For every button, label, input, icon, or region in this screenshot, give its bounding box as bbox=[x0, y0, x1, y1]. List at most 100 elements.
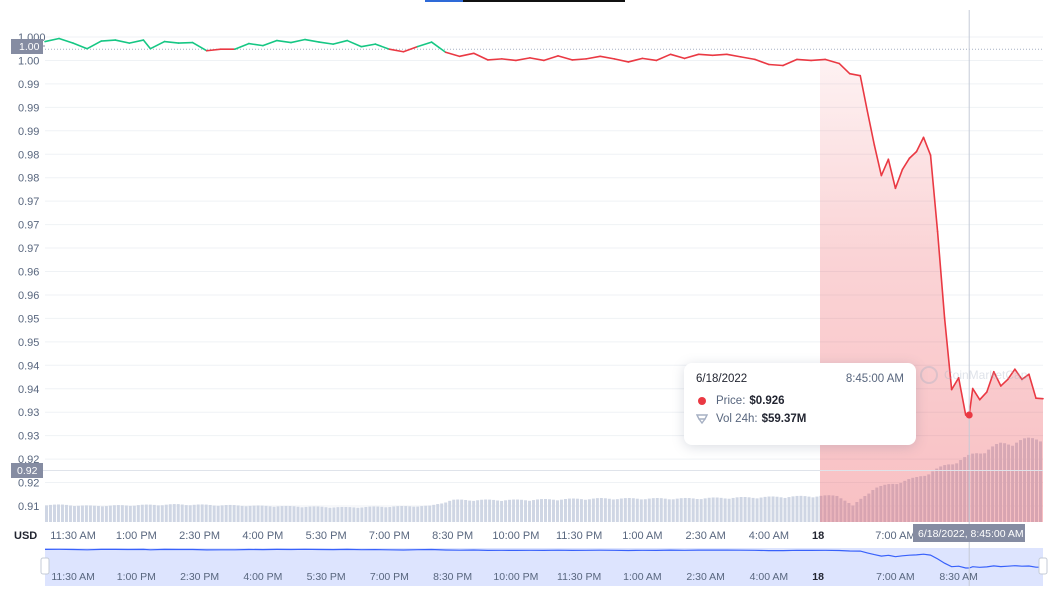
volume-bar bbox=[284, 505, 288, 522]
volume-bar bbox=[512, 499, 516, 522]
volume-bar bbox=[619, 498, 623, 522]
navigator-right-handle[interactable] bbox=[1038, 557, 1048, 575]
navigator-tick-label: 8:30 AM bbox=[939, 571, 978, 583]
volume-bar bbox=[719, 497, 723, 522]
volume-bar bbox=[152, 504, 156, 522]
x-tick-label: 1:00 AM bbox=[622, 530, 662, 542]
price-dot-icon bbox=[698, 397, 706, 405]
volume-bar bbox=[679, 498, 683, 522]
price-segment bbox=[838, 62, 851, 75]
volume-bar bbox=[224, 505, 228, 522]
price-segment bbox=[613, 58, 630, 63]
y-tick-label: 0.99 bbox=[18, 102, 39, 114]
volume-bar bbox=[244, 506, 248, 522]
volume-bar bbox=[200, 504, 204, 522]
volume-icon bbox=[696, 414, 708, 424]
volume-bar bbox=[176, 504, 180, 522]
price-segment bbox=[711, 53, 728, 57]
volume-bar bbox=[707, 497, 711, 522]
volume-bar bbox=[735, 497, 739, 522]
volume-bar bbox=[787, 497, 791, 522]
chart-overlay: 1.00 0.92 6/18/2022, 8:45:00 AM bbox=[11, 10, 1043, 586]
volume-bar bbox=[356, 507, 360, 522]
volume-bar bbox=[216, 505, 220, 522]
volume-bar bbox=[236, 505, 240, 522]
price-segment bbox=[114, 39, 131, 44]
time-navigator[interactable]: 11:30 AM 1:00 PM 2:30 PM 4:00 PM 5:30 PM 7:00… bbox=[40, 548, 1048, 586]
volume-bar bbox=[623, 498, 627, 522]
volume-bar bbox=[368, 506, 372, 522]
volume-bar bbox=[396, 506, 400, 522]
y-tick-label: 0.94 bbox=[18, 384, 39, 396]
volume-bar bbox=[476, 500, 480, 522]
volume-bar bbox=[575, 498, 579, 522]
x-tick-label: 11:30 PM bbox=[556, 530, 602, 542]
volume-bar bbox=[428, 505, 432, 522]
volume-bar bbox=[771, 496, 775, 522]
price-segment bbox=[922, 136, 932, 156]
price-segment bbox=[163, 40, 180, 44]
chart-tooltip: 6/18/2022 8:45:00 AM Price: $0.926 Vol 2… bbox=[684, 363, 916, 445]
price-segment bbox=[950, 377, 960, 391]
volume-bar bbox=[739, 497, 743, 522]
volume-bar bbox=[559, 499, 563, 522]
price-segment bbox=[128, 39, 145, 44]
volume-bar bbox=[208, 504, 212, 522]
price-segment bbox=[100, 39, 117, 42]
price-segment bbox=[901, 157, 911, 171]
price-segment bbox=[725, 53, 742, 58]
y-tick-label: 0.95 bbox=[18, 337, 39, 349]
volume-bar bbox=[220, 505, 224, 522]
price-segment bbox=[304, 38, 320, 43]
volume-bar bbox=[252, 505, 256, 522]
price-segment bbox=[374, 43, 391, 51]
volume-bar bbox=[180, 504, 184, 522]
x-tick-label: 2:30 PM bbox=[179, 530, 220, 542]
volume-bar bbox=[204, 504, 208, 522]
navigator-line bbox=[44, 548, 1043, 569]
hover-point bbox=[965, 411, 973, 419]
price-segment bbox=[1014, 368, 1023, 381]
volume-bar bbox=[308, 506, 312, 522]
navigator-tick-label: 10:00 PM bbox=[493, 571, 538, 583]
price-segment bbox=[205, 48, 222, 52]
volume-bar bbox=[440, 503, 444, 522]
volume-bar bbox=[156, 505, 160, 522]
volume-bar bbox=[536, 499, 540, 522]
navigator-left-handle[interactable] bbox=[40, 557, 50, 575]
volume-bar bbox=[400, 506, 404, 522]
volume-bar bbox=[376, 506, 380, 522]
volume-bar bbox=[571, 498, 575, 522]
price-segment bbox=[768, 63, 784, 67]
price-segment bbox=[655, 53, 672, 62]
volume-bar bbox=[276, 506, 280, 522]
volume-bar bbox=[148, 504, 152, 522]
volume-bar bbox=[516, 499, 520, 522]
volume-bar bbox=[100, 506, 104, 522]
volume-bar bbox=[212, 505, 216, 522]
volume-bar bbox=[811, 497, 815, 522]
current-price-badge bbox=[11, 463, 43, 478]
y-tick-label: 0.98 bbox=[18, 173, 39, 185]
price-segment bbox=[915, 136, 925, 153]
volume-bar bbox=[120, 505, 124, 522]
volume-bar bbox=[144, 504, 148, 522]
volume-bar bbox=[64, 504, 68, 522]
volume-bar bbox=[532, 500, 536, 522]
volume-bar bbox=[72, 506, 76, 522]
volume-bar bbox=[591, 498, 595, 522]
price-segment bbox=[943, 317, 953, 391]
volume-bar bbox=[643, 499, 647, 522]
volume-bar bbox=[567, 498, 571, 522]
volume-bar bbox=[264, 505, 268, 522]
x-tick-label: 1:00 PM bbox=[116, 530, 157, 542]
volume-bar bbox=[551, 499, 555, 522]
price-segment bbox=[985, 370, 995, 393]
volume-bar bbox=[352, 507, 356, 522]
volume-bar bbox=[611, 499, 615, 522]
tooltip-price-label: Price: bbox=[716, 395, 746, 407]
price-segment bbox=[58, 37, 74, 44]
price-segment bbox=[388, 48, 405, 53]
